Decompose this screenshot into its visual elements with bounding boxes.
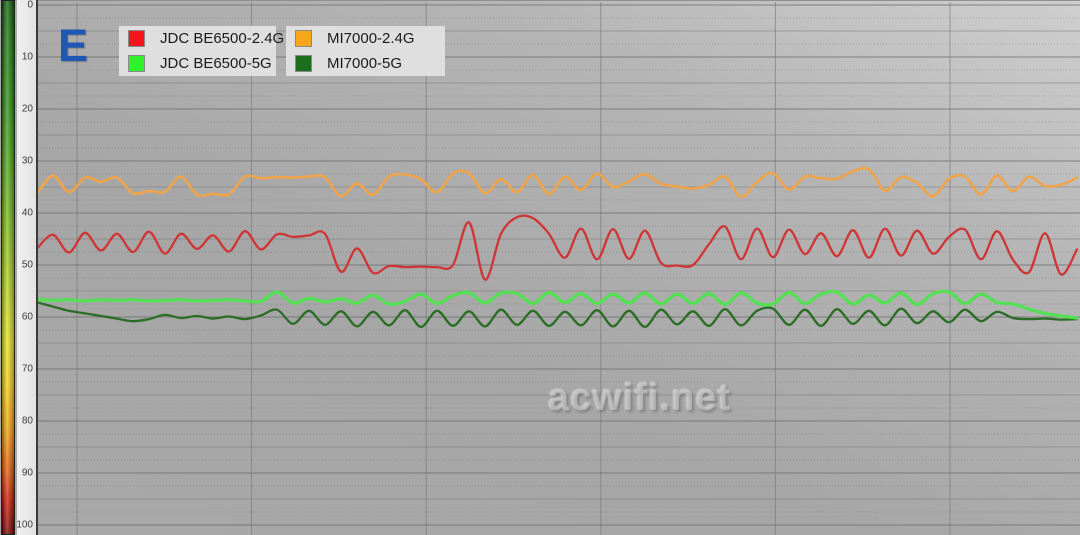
- corner-label: E: [58, 20, 89, 71]
- y-axis-tick-label: 50: [21, 259, 33, 271]
- y-axis-tick-label: 100: [16, 519, 33, 531]
- y-axis-tick-label: 30: [21, 155, 33, 167]
- legend-item-label: MI7000-2.4G: [327, 30, 415, 47]
- series-line: [37, 166, 1079, 199]
- watermark: acwifi.net: [548, 377, 732, 419]
- signal-strength-colorbar: [1, 0, 15, 535]
- y-axis-tick-label: 80: [21, 415, 33, 427]
- y-axis-tick-label: 90: [21, 467, 33, 479]
- gridlines: [37, 2, 1080, 535]
- series-line: [37, 214, 1079, 281]
- legend-swatch-icon: [295, 30, 312, 47]
- y-axis: 0 10 20 30 40 50 60 70 80 90 100: [16, 0, 38, 535]
- series-line: [37, 289, 1079, 320]
- legend-box-2: MI7000-2.4G MI7000-5G: [286, 26, 445, 76]
- legend-swatch-icon: [295, 55, 312, 72]
- y-axis-tick-label: 20: [21, 103, 33, 115]
- legend-item[interactable]: JDC BE6500-5G: [119, 51, 276, 76]
- legend-item[interactable]: MI7000-2.4G: [286, 26, 445, 51]
- y-axis-tick-label: 40: [21, 207, 33, 219]
- legend-item-label: JDC BE6500-2.4G: [160, 30, 285, 47]
- legend-item[interactable]: MI7000-5G: [286, 51, 445, 76]
- y-axis-tick-label: 0: [27, 0, 33, 11]
- y-axis-tick-label: 60: [21, 311, 33, 323]
- legend-item[interactable]: JDC BE6500-2.4G: [119, 26, 284, 51]
- legend-item-label: MI7000-5G: [327, 55, 403, 72]
- y-axis-tick-label: 70: [21, 363, 33, 375]
- y-axis-tick-label: 10: [21, 51, 33, 63]
- legend-item-label: JDC BE6500-5G: [160, 55, 272, 72]
- legend-swatch-icon: [128, 55, 145, 72]
- series-line: [37, 301, 1079, 329]
- legend-box-1: JDC BE6500-2.4G JDC BE6500-5G: [119, 26, 284, 76]
- legend-swatch-icon: [128, 30, 145, 47]
- signal-curves: [37, 166, 1079, 329]
